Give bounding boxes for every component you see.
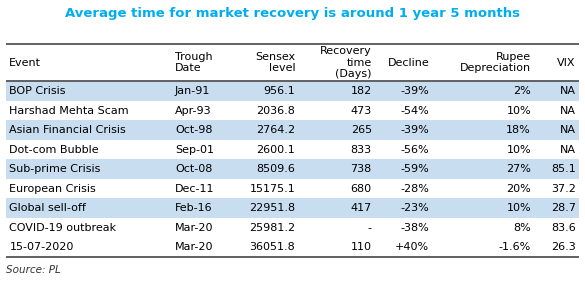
Text: -56%: -56% [401,145,429,154]
Text: 27%: 27% [506,164,531,174]
Text: 15175.1: 15175.1 [250,184,295,194]
Text: -54%: -54% [400,106,429,116]
Bar [6,199,579,218]
Text: Sub-prime Crisis: Sub-prime Crisis [9,164,101,174]
Text: NA: NA [560,106,576,116]
Text: -: - [368,223,372,233]
Bar [6,218,579,237]
Text: NA: NA [560,125,576,135]
Text: 10%: 10% [507,106,531,116]
Bar [6,159,579,179]
Text: -23%: -23% [400,203,429,213]
Text: 265: 265 [350,125,372,135]
Bar [6,81,579,101]
Text: 28.7: 28.7 [550,203,576,213]
Text: Mar-20: Mar-20 [175,223,214,233]
Text: Harshad Mehta Scam: Harshad Mehta Scam [9,106,129,116]
Bar [6,237,579,257]
Text: 85.1: 85.1 [551,164,576,174]
Text: Asian Financial Crisis: Asian Financial Crisis [9,125,126,135]
Text: 2764.2: 2764.2 [256,125,295,135]
Text: Event: Event [9,58,42,68]
Text: COVID-19 outbreak: COVID-19 outbreak [9,223,116,233]
Text: -59%: -59% [400,164,429,174]
Text: Trough
Date: Trough Date [175,52,212,73]
Text: Global sell-off: Global sell-off [9,203,86,213]
Text: BOP Crisis: BOP Crisis [9,86,66,96]
Text: 110: 110 [351,242,372,252]
Bar [6,120,579,140]
Text: -1.6%: -1.6% [499,242,531,252]
Text: Oct-08: Oct-08 [175,164,212,174]
Text: 10%: 10% [507,145,531,154]
Text: 680: 680 [350,184,372,194]
Text: 18%: 18% [506,125,531,135]
Text: -28%: -28% [400,184,429,194]
Text: 25981.2: 25981.2 [249,223,295,233]
Bar [6,101,579,120]
Text: 2036.8: 2036.8 [256,106,295,116]
Text: NA: NA [560,86,576,96]
Text: Dec-11: Dec-11 [175,184,215,194]
Text: Sensex
level: Sensex level [255,52,295,73]
Text: 26.3: 26.3 [551,242,576,252]
Text: -39%: -39% [400,125,429,135]
Text: Average time for market recovery is around 1 year 5 months: Average time for market recovery is arou… [65,7,520,20]
Text: Mar-20: Mar-20 [175,242,214,252]
Text: NA: NA [560,145,576,154]
Bar [6,179,579,199]
Text: Source: PL: Source: PL [6,265,61,275]
Text: 738: 738 [350,164,372,174]
Text: Dot-com Bubble: Dot-com Bubble [9,145,99,154]
Text: 10%: 10% [507,203,531,213]
Text: 22951.8: 22951.8 [249,203,295,213]
Text: Jan-91: Jan-91 [175,86,211,96]
Text: 956.1: 956.1 [264,86,295,96]
Text: 83.6: 83.6 [551,223,576,233]
Text: VIX: VIX [557,58,576,68]
Text: -38%: -38% [400,223,429,233]
Text: Oct-98: Oct-98 [175,125,212,135]
Text: 417: 417 [350,203,372,213]
Bar [6,140,579,159]
Text: Apr-93: Apr-93 [175,106,212,116]
Text: 182: 182 [350,86,372,96]
Text: 2600.1: 2600.1 [257,145,295,154]
Text: Rupee
Depreciation: Rupee Depreciation [460,52,531,73]
Text: Decline: Decline [387,58,429,68]
Text: 37.2: 37.2 [550,184,576,194]
Text: 473: 473 [350,106,372,116]
Text: -39%: -39% [400,86,429,96]
Text: 8509.6: 8509.6 [256,164,295,174]
Text: 36051.8: 36051.8 [250,242,295,252]
Text: Sep-01: Sep-01 [175,145,214,154]
Text: 20%: 20% [506,184,531,194]
Text: 8%: 8% [513,223,531,233]
Text: 833: 833 [350,145,372,154]
Text: 15-07-2020: 15-07-2020 [9,242,74,252]
Text: Feb-16: Feb-16 [175,203,212,213]
Text: European Crisis: European Crisis [9,184,96,194]
Text: Recovery
time
(Days): Recovery time (Days) [320,47,372,79]
Text: 2%: 2% [513,86,531,96]
Text: +40%: +40% [395,242,429,252]
